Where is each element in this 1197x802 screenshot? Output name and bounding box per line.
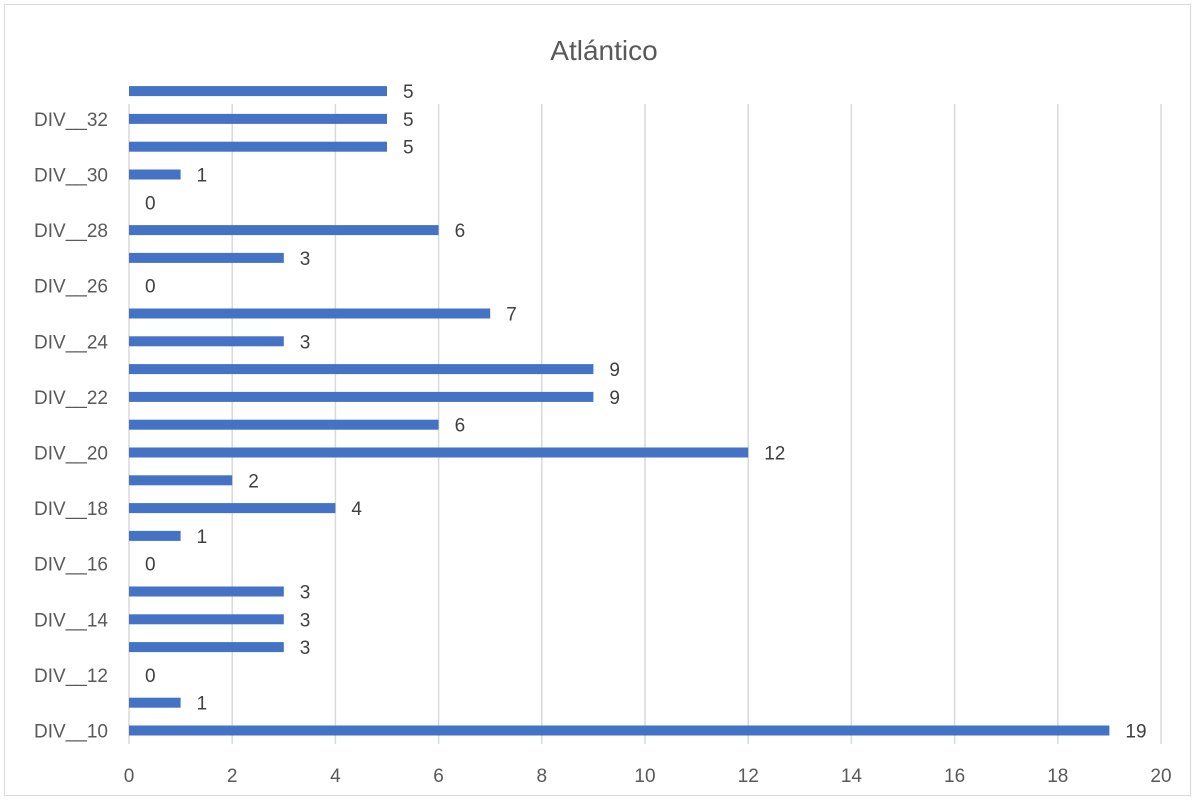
data-label: 5 <box>403 82 414 103</box>
bar <box>129 252 284 263</box>
x-tick-label: 2 <box>227 766 238 787</box>
data-label: 7 <box>506 305 517 326</box>
y-tick-label: DIV__10 <box>34 722 108 743</box>
bar <box>129 391 594 402</box>
data-label: 0 <box>145 555 156 576</box>
gridlines <box>128 104 1162 744</box>
x-tick-label: 0 <box>124 766 135 787</box>
bar <box>129 225 439 236</box>
bar <box>129 141 387 152</box>
bar <box>129 169 181 180</box>
bar <box>129 475 233 486</box>
data-label: 19 <box>1125 722 1146 743</box>
bar <box>129 614 284 625</box>
x-tick-label: 8 <box>537 766 548 787</box>
x-tick-label: 12 <box>738 766 759 787</box>
bar <box>129 447 749 458</box>
bar <box>129 586 284 597</box>
data-label: 1 <box>197 527 208 548</box>
y-tick-label: DIV__20 <box>34 444 108 465</box>
y-tick-label: DIV__32 <box>34 110 108 131</box>
bar <box>129 503 336 514</box>
y-tick-label: DIV__26 <box>34 277 108 298</box>
x-tick-label: 10 <box>634 766 655 787</box>
bar <box>129 530 181 541</box>
y-tick-label: DIV__18 <box>34 499 108 520</box>
data-label: 3 <box>300 332 311 353</box>
x-tick-label: 14 <box>841 766 863 787</box>
data-label: 3 <box>300 583 311 604</box>
data-label: 12 <box>764 444 785 465</box>
bar <box>129 697 181 708</box>
data-label: 9 <box>609 360 620 381</box>
data-label: 3 <box>300 610 311 631</box>
bars <box>129 86 1110 736</box>
bar <box>129 336 284 347</box>
y-tick-label: DIV__12 <box>34 666 108 687</box>
data-label: 1 <box>197 694 208 715</box>
bar <box>129 364 594 375</box>
bar <box>129 642 284 653</box>
y-tick-label: DIV__30 <box>34 166 108 187</box>
x-axis-tick-labels: 0 2 4 6 8 10 12 14 16 18 20 <box>124 766 1172 787</box>
data-label: 9 <box>609 388 620 409</box>
bar <box>129 308 491 319</box>
data-label: 5 <box>403 110 414 131</box>
y-tick-label: DIV__24 <box>34 332 108 353</box>
data-label: 3 <box>300 638 311 659</box>
chart-title: Atlántico <box>550 35 657 66</box>
data-labels: 19 1 0 3 3 3 0 1 4 2 12 6 9 9 3 7 0 3 6 0 1 5 5 5 <box>145 82 1147 742</box>
y-tick-label: DIV__14 <box>34 610 108 631</box>
x-tick-label: 16 <box>944 766 965 787</box>
data-label: 5 <box>403 138 414 159</box>
y-tick-label: DIV__16 <box>34 555 108 576</box>
data-label: 0 <box>145 277 156 298</box>
bar <box>129 86 387 97</box>
data-label: 0 <box>145 666 156 687</box>
data-label: 1 <box>197 166 208 187</box>
data-label: 2 <box>248 471 259 492</box>
y-tick-label: DIV__28 <box>34 221 108 242</box>
x-tick-label: 6 <box>433 766 444 787</box>
y-tick-label: DIV__22 <box>34 388 108 409</box>
data-label: 0 <box>145 193 156 214</box>
bar <box>129 419 439 430</box>
bar <box>129 113 387 124</box>
y-axis-tick-labels: DIV__10 DIV__12 DIV__14 DIV__16 DIV__18 DIV__… <box>34 110 108 743</box>
x-tick-label: 20 <box>1150 766 1171 787</box>
data-label: 3 <box>300 249 311 270</box>
x-tick-label: 18 <box>1047 766 1068 787</box>
data-label: 6 <box>455 221 466 242</box>
x-tick-label: 4 <box>330 766 341 787</box>
data-label: 4 <box>351 499 362 520</box>
data-label: 6 <box>455 416 466 437</box>
bar <box>129 725 1110 736</box>
